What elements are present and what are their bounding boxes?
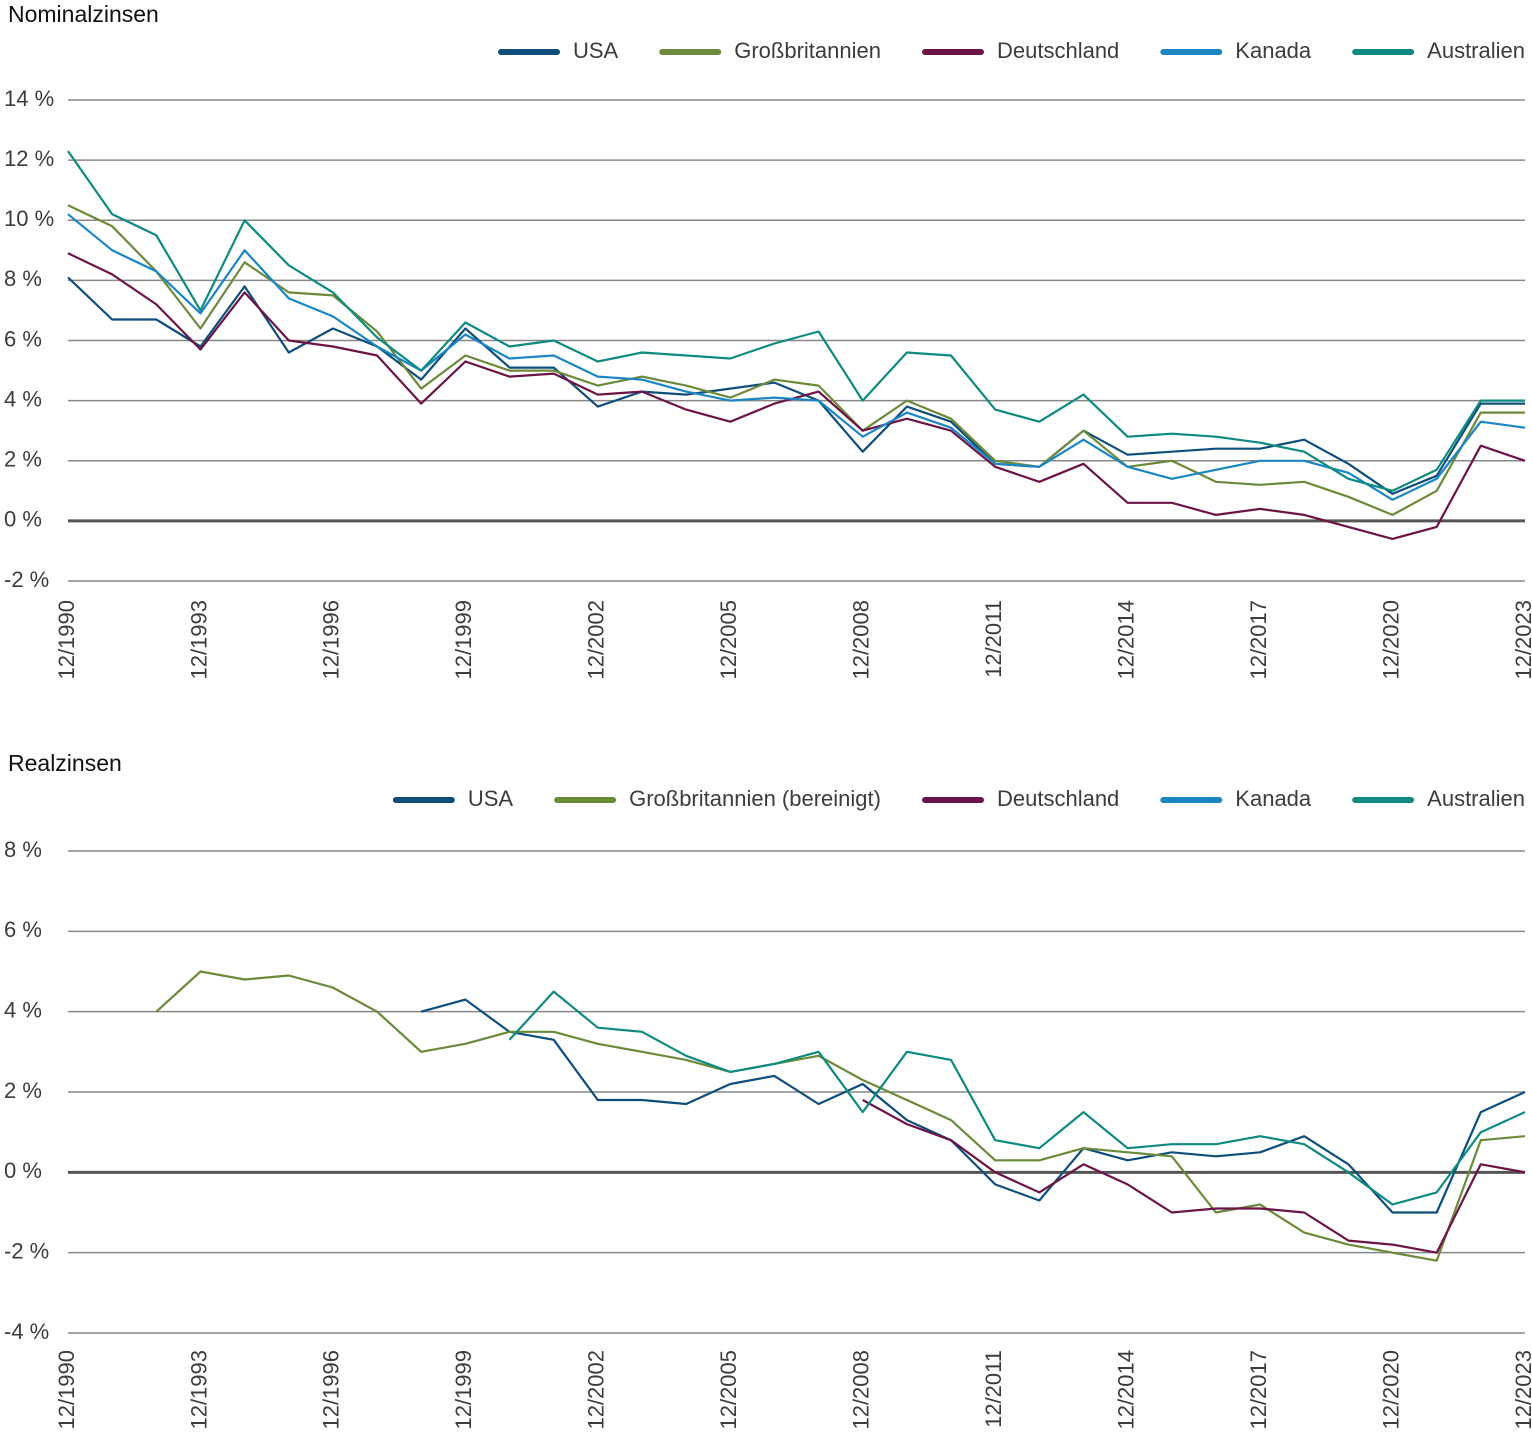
series-line bbox=[67, 150, 1525, 492]
series-line bbox=[67, 204, 1525, 516]
series-line bbox=[67, 213, 1526, 501]
series-line bbox=[508, 990, 1526, 1206]
legend-label: USA bbox=[573, 38, 619, 63]
y-tick-label: -2 % bbox=[4, 1238, 49, 1263]
y-tick-label: 8 % bbox=[4, 837, 42, 862]
x-tick-label: 12/2020 bbox=[1378, 600, 1403, 680]
legend-label: Kanada bbox=[1235, 38, 1312, 63]
y-tick-label: -2 % bbox=[4, 567, 49, 592]
x-tick-label: 12/2014 bbox=[1113, 600, 1138, 680]
x-tick-label: 12/2008 bbox=[849, 1350, 874, 1430]
x-tick-label: 12/1996 bbox=[319, 600, 344, 680]
x-tick-label: 12/2020 bbox=[1378, 1350, 1403, 1430]
chart-title: Realzinsen bbox=[8, 750, 122, 776]
x-tick-label: 12/2005 bbox=[716, 600, 741, 680]
x-tick-label: 12/2002 bbox=[584, 600, 609, 680]
legend-label: Deutschland bbox=[997, 786, 1119, 811]
x-tick-label: 12/2008 bbox=[849, 600, 874, 680]
y-tick-label: 4 % bbox=[4, 386, 42, 411]
series-line bbox=[155, 970, 1526, 1262]
legend-label: Deutschland bbox=[997, 38, 1119, 63]
x-tick-label: 12/1999 bbox=[451, 600, 476, 680]
legend-label: USA bbox=[468, 786, 514, 811]
x-tick-label: 12/2002 bbox=[584, 1350, 609, 1430]
y-tick-label: 10 % bbox=[4, 206, 54, 231]
y-tick-label: 6 % bbox=[4, 326, 42, 351]
x-tick-label: 12/1990 bbox=[54, 1350, 79, 1430]
x-tick-label: 12/2005 bbox=[716, 1350, 741, 1430]
chart-title: Nominalzinsen bbox=[8, 1, 159, 27]
x-tick-label: 12/1990 bbox=[54, 600, 79, 680]
y-tick-label: 12 % bbox=[4, 146, 54, 171]
legend-label: Großbritannien bbox=[734, 38, 881, 63]
x-tick-label: 12/2011 bbox=[981, 600, 1006, 678]
y-tick-label: 8 % bbox=[4, 266, 42, 291]
series-line bbox=[420, 998, 1526, 1214]
y-tick-label: 14 % bbox=[4, 86, 54, 111]
series-line bbox=[67, 276, 1525, 495]
x-tick-label: 12/1996 bbox=[319, 1350, 344, 1430]
y-tick-label: 2 % bbox=[4, 447, 42, 472]
x-tick-label: 12/1993 bbox=[186, 1350, 211, 1430]
x-tick-label: 12/2023 bbox=[1511, 600, 1532, 680]
legend-label: Australien bbox=[1427, 38, 1525, 63]
x-tick-label: 12/1993 bbox=[186, 600, 211, 680]
x-tick-label: 12/2017 bbox=[1246, 1350, 1271, 1430]
y-tick-label: 0 % bbox=[4, 1158, 42, 1183]
series-line bbox=[862, 1099, 1526, 1254]
x-tick-label: 12/2017 bbox=[1246, 600, 1271, 680]
series-line bbox=[67, 252, 1526, 540]
legend-label: Großbritannien (bereinigt) bbox=[629, 786, 881, 811]
y-tick-label: 2 % bbox=[4, 1078, 42, 1103]
x-tick-label: 12/1999 bbox=[451, 1350, 476, 1430]
x-tick-label: 12/2023 bbox=[1511, 1350, 1532, 1430]
y-tick-label: 4 % bbox=[4, 997, 42, 1022]
legend-label: Kanada bbox=[1235, 786, 1312, 811]
y-tick-label: -4 % bbox=[4, 1319, 49, 1344]
x-tick-label: 12/2011 bbox=[981, 1350, 1006, 1428]
legend-label: Australien bbox=[1427, 786, 1525, 811]
x-tick-label: 12/2014 bbox=[1113, 1350, 1138, 1430]
y-tick-label: 0 % bbox=[4, 507, 42, 532]
y-tick-label: 6 % bbox=[4, 917, 42, 942]
